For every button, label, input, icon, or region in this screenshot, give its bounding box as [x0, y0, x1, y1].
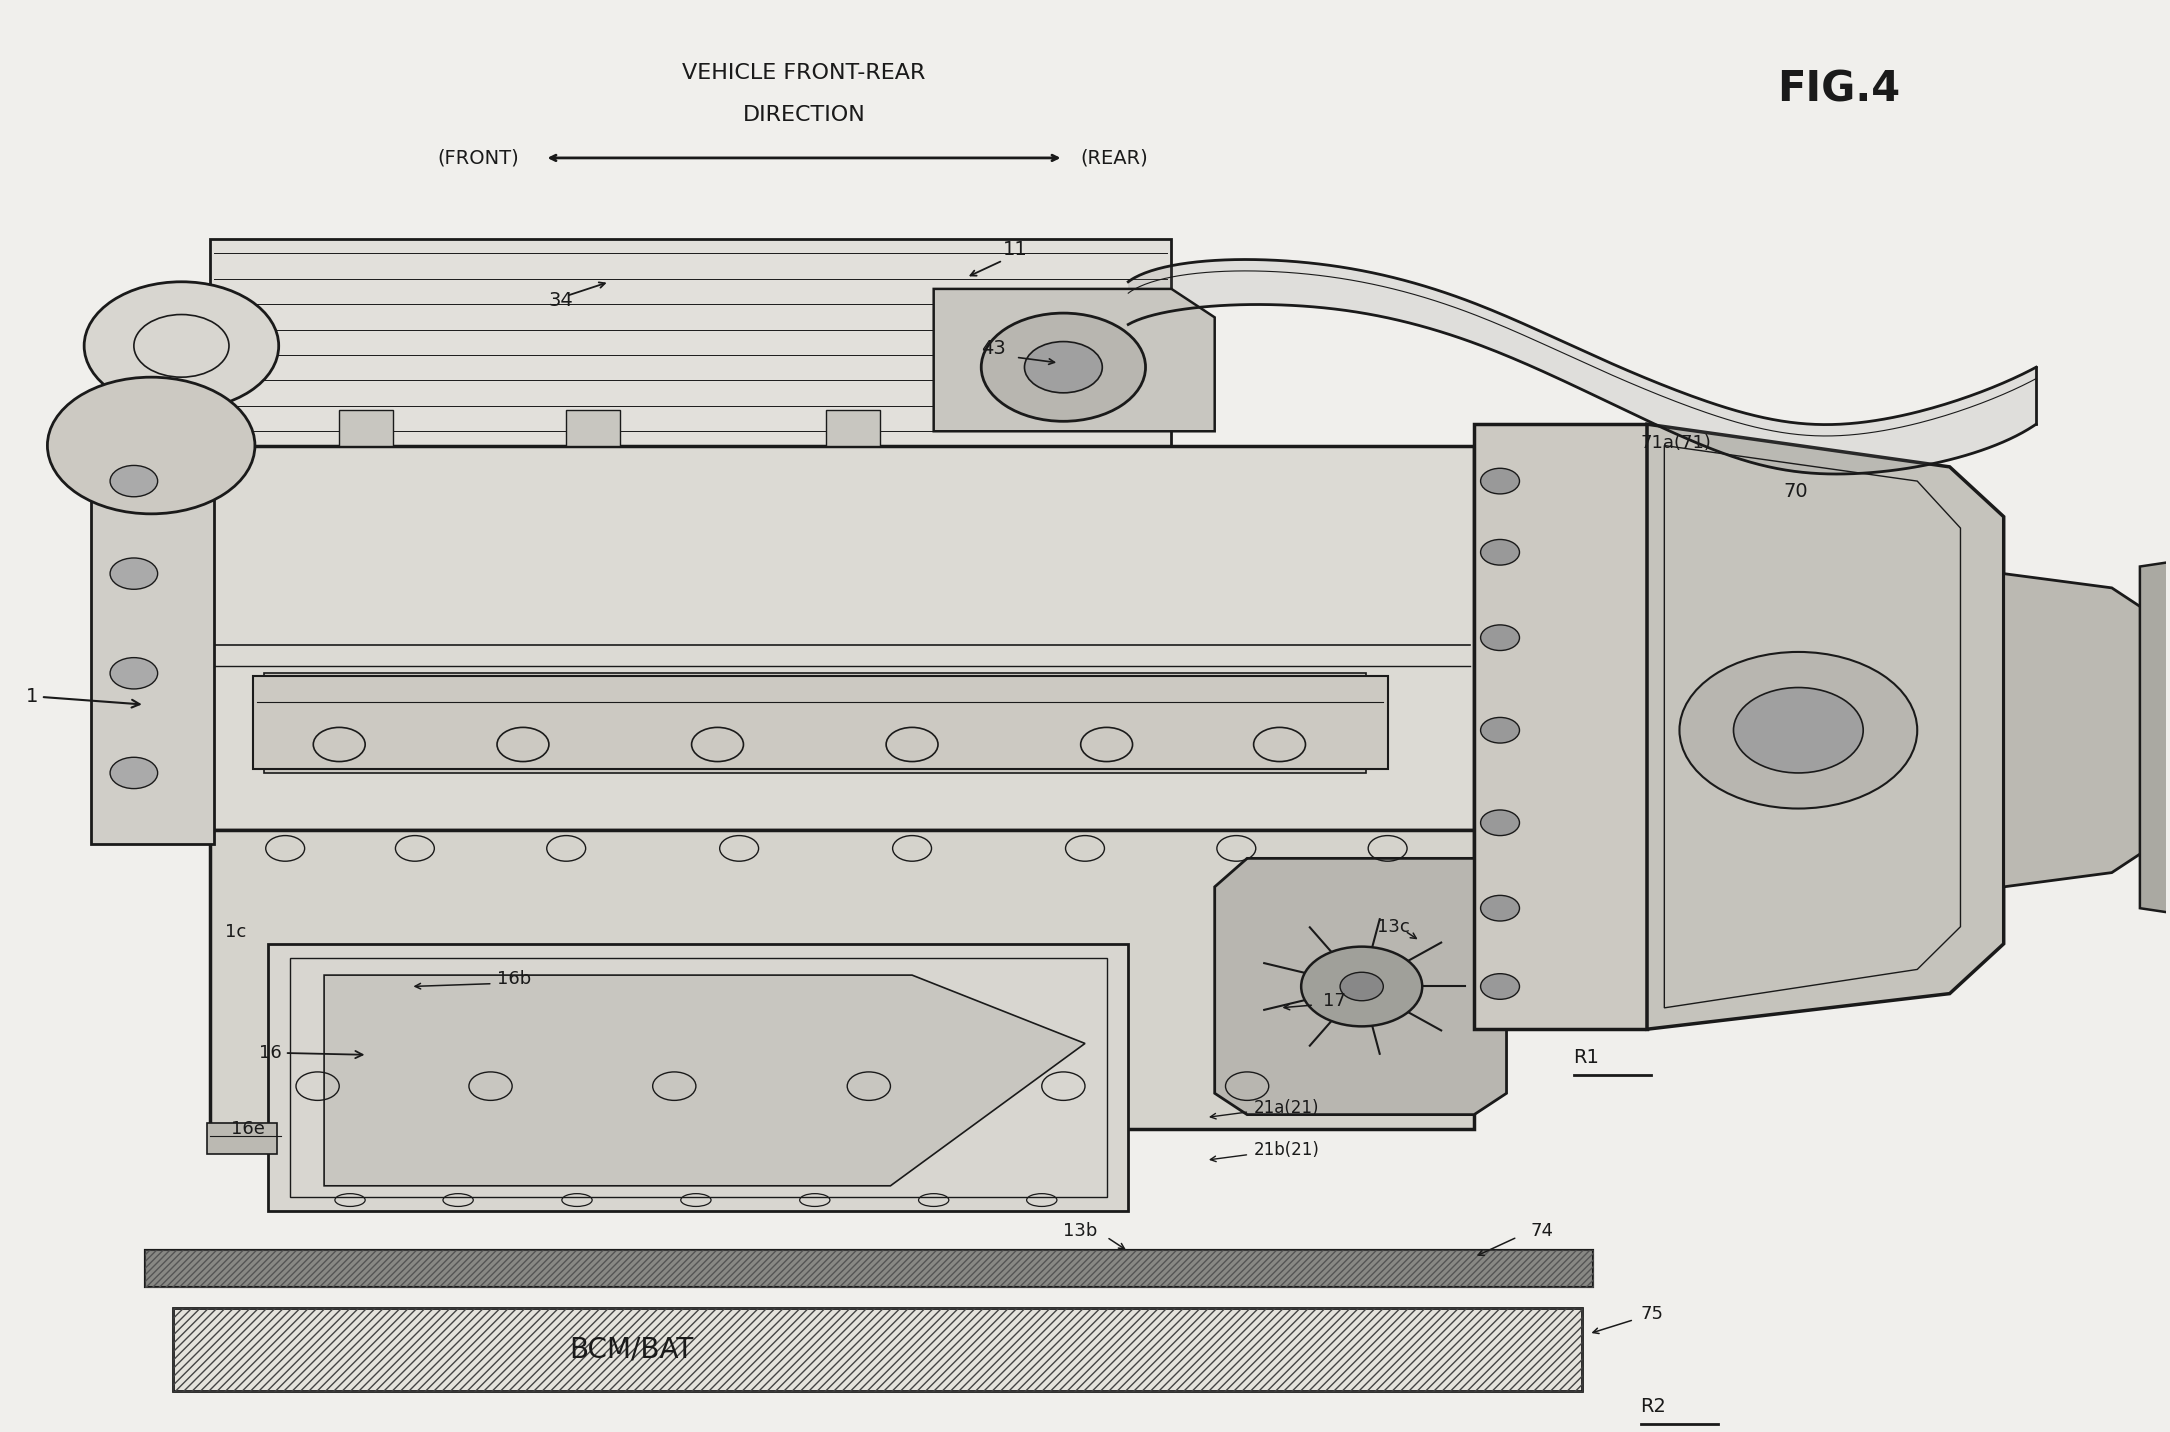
Circle shape [1480, 540, 1519, 566]
Polygon shape [2003, 574, 2144, 886]
Text: (REAR): (REAR) [1081, 149, 1148, 168]
Text: 13b: 13b [1063, 1223, 1098, 1240]
Circle shape [111, 558, 158, 590]
Text: 16: 16 [258, 1044, 362, 1061]
Text: 75: 75 [1641, 1305, 1664, 1323]
Polygon shape [339, 410, 393, 445]
Bar [208, 1123, 276, 1154]
Circle shape [1480, 624, 1519, 650]
Polygon shape [2140, 560, 2170, 915]
Text: 74: 74 [1530, 1223, 1554, 1240]
Text: 34: 34 [549, 291, 573, 309]
Text: 16e: 16e [232, 1120, 265, 1138]
Circle shape [981, 314, 1146, 421]
Text: 70: 70 [1784, 481, 1808, 501]
Polygon shape [1215, 858, 1506, 1114]
Text: VEHICLE FRONT-REAR: VEHICLE FRONT-REAR [681, 63, 927, 83]
Polygon shape [91, 431, 215, 843]
Polygon shape [825, 410, 879, 445]
Text: 1c: 1c [226, 924, 245, 941]
Circle shape [1480, 468, 1519, 494]
Bar [252, 676, 1387, 769]
Circle shape [1480, 717, 1519, 743]
Bar [174, 1309, 1582, 1390]
Circle shape [48, 377, 254, 514]
Polygon shape [210, 445, 1473, 831]
Text: (FRONT): (FRONT) [436, 149, 519, 168]
Bar [263, 673, 1367, 773]
Text: 43: 43 [981, 339, 1007, 358]
Circle shape [111, 758, 158, 789]
Circle shape [1302, 947, 1421, 1027]
Polygon shape [210, 831, 1473, 1128]
Text: 16b: 16b [497, 971, 532, 988]
Text: DIRECTION: DIRECTION [742, 105, 866, 125]
Bar [145, 1250, 1593, 1287]
Text: FIG.4: FIG.4 [1777, 69, 1901, 110]
Text: R1: R1 [1573, 1048, 1599, 1067]
Text: 21b(21): 21b(21) [1254, 1141, 1319, 1160]
Text: 17: 17 [1324, 992, 1345, 1010]
Bar [145, 1250, 1593, 1287]
Text: 71a(71): 71a(71) [1641, 434, 1712, 451]
Text: R2: R2 [1641, 1398, 1667, 1416]
Circle shape [111, 465, 158, 497]
Circle shape [1680, 652, 1918, 809]
Polygon shape [267, 944, 1128, 1211]
Text: BCM/BAT: BCM/BAT [569, 1336, 692, 1363]
Polygon shape [210, 239, 1172, 445]
Polygon shape [933, 289, 1215, 431]
Polygon shape [1647, 424, 2003, 1030]
Text: 13c: 13c [1376, 918, 1410, 935]
Circle shape [111, 657, 158, 689]
Polygon shape [1473, 424, 1647, 1030]
Circle shape [1480, 811, 1519, 836]
Bar [174, 1309, 1582, 1390]
Polygon shape [323, 975, 1085, 1186]
Circle shape [1734, 687, 1864, 773]
Polygon shape [566, 410, 621, 445]
Text: 21a(21): 21a(21) [1254, 1098, 1319, 1117]
Bar [145, 1250, 1593, 1287]
Text: 1: 1 [26, 687, 139, 707]
Circle shape [1480, 974, 1519, 1000]
Circle shape [1024, 342, 1102, 392]
Circle shape [1480, 895, 1519, 921]
Text: 11: 11 [1003, 239, 1029, 259]
Circle shape [1341, 972, 1382, 1001]
Circle shape [85, 282, 278, 410]
